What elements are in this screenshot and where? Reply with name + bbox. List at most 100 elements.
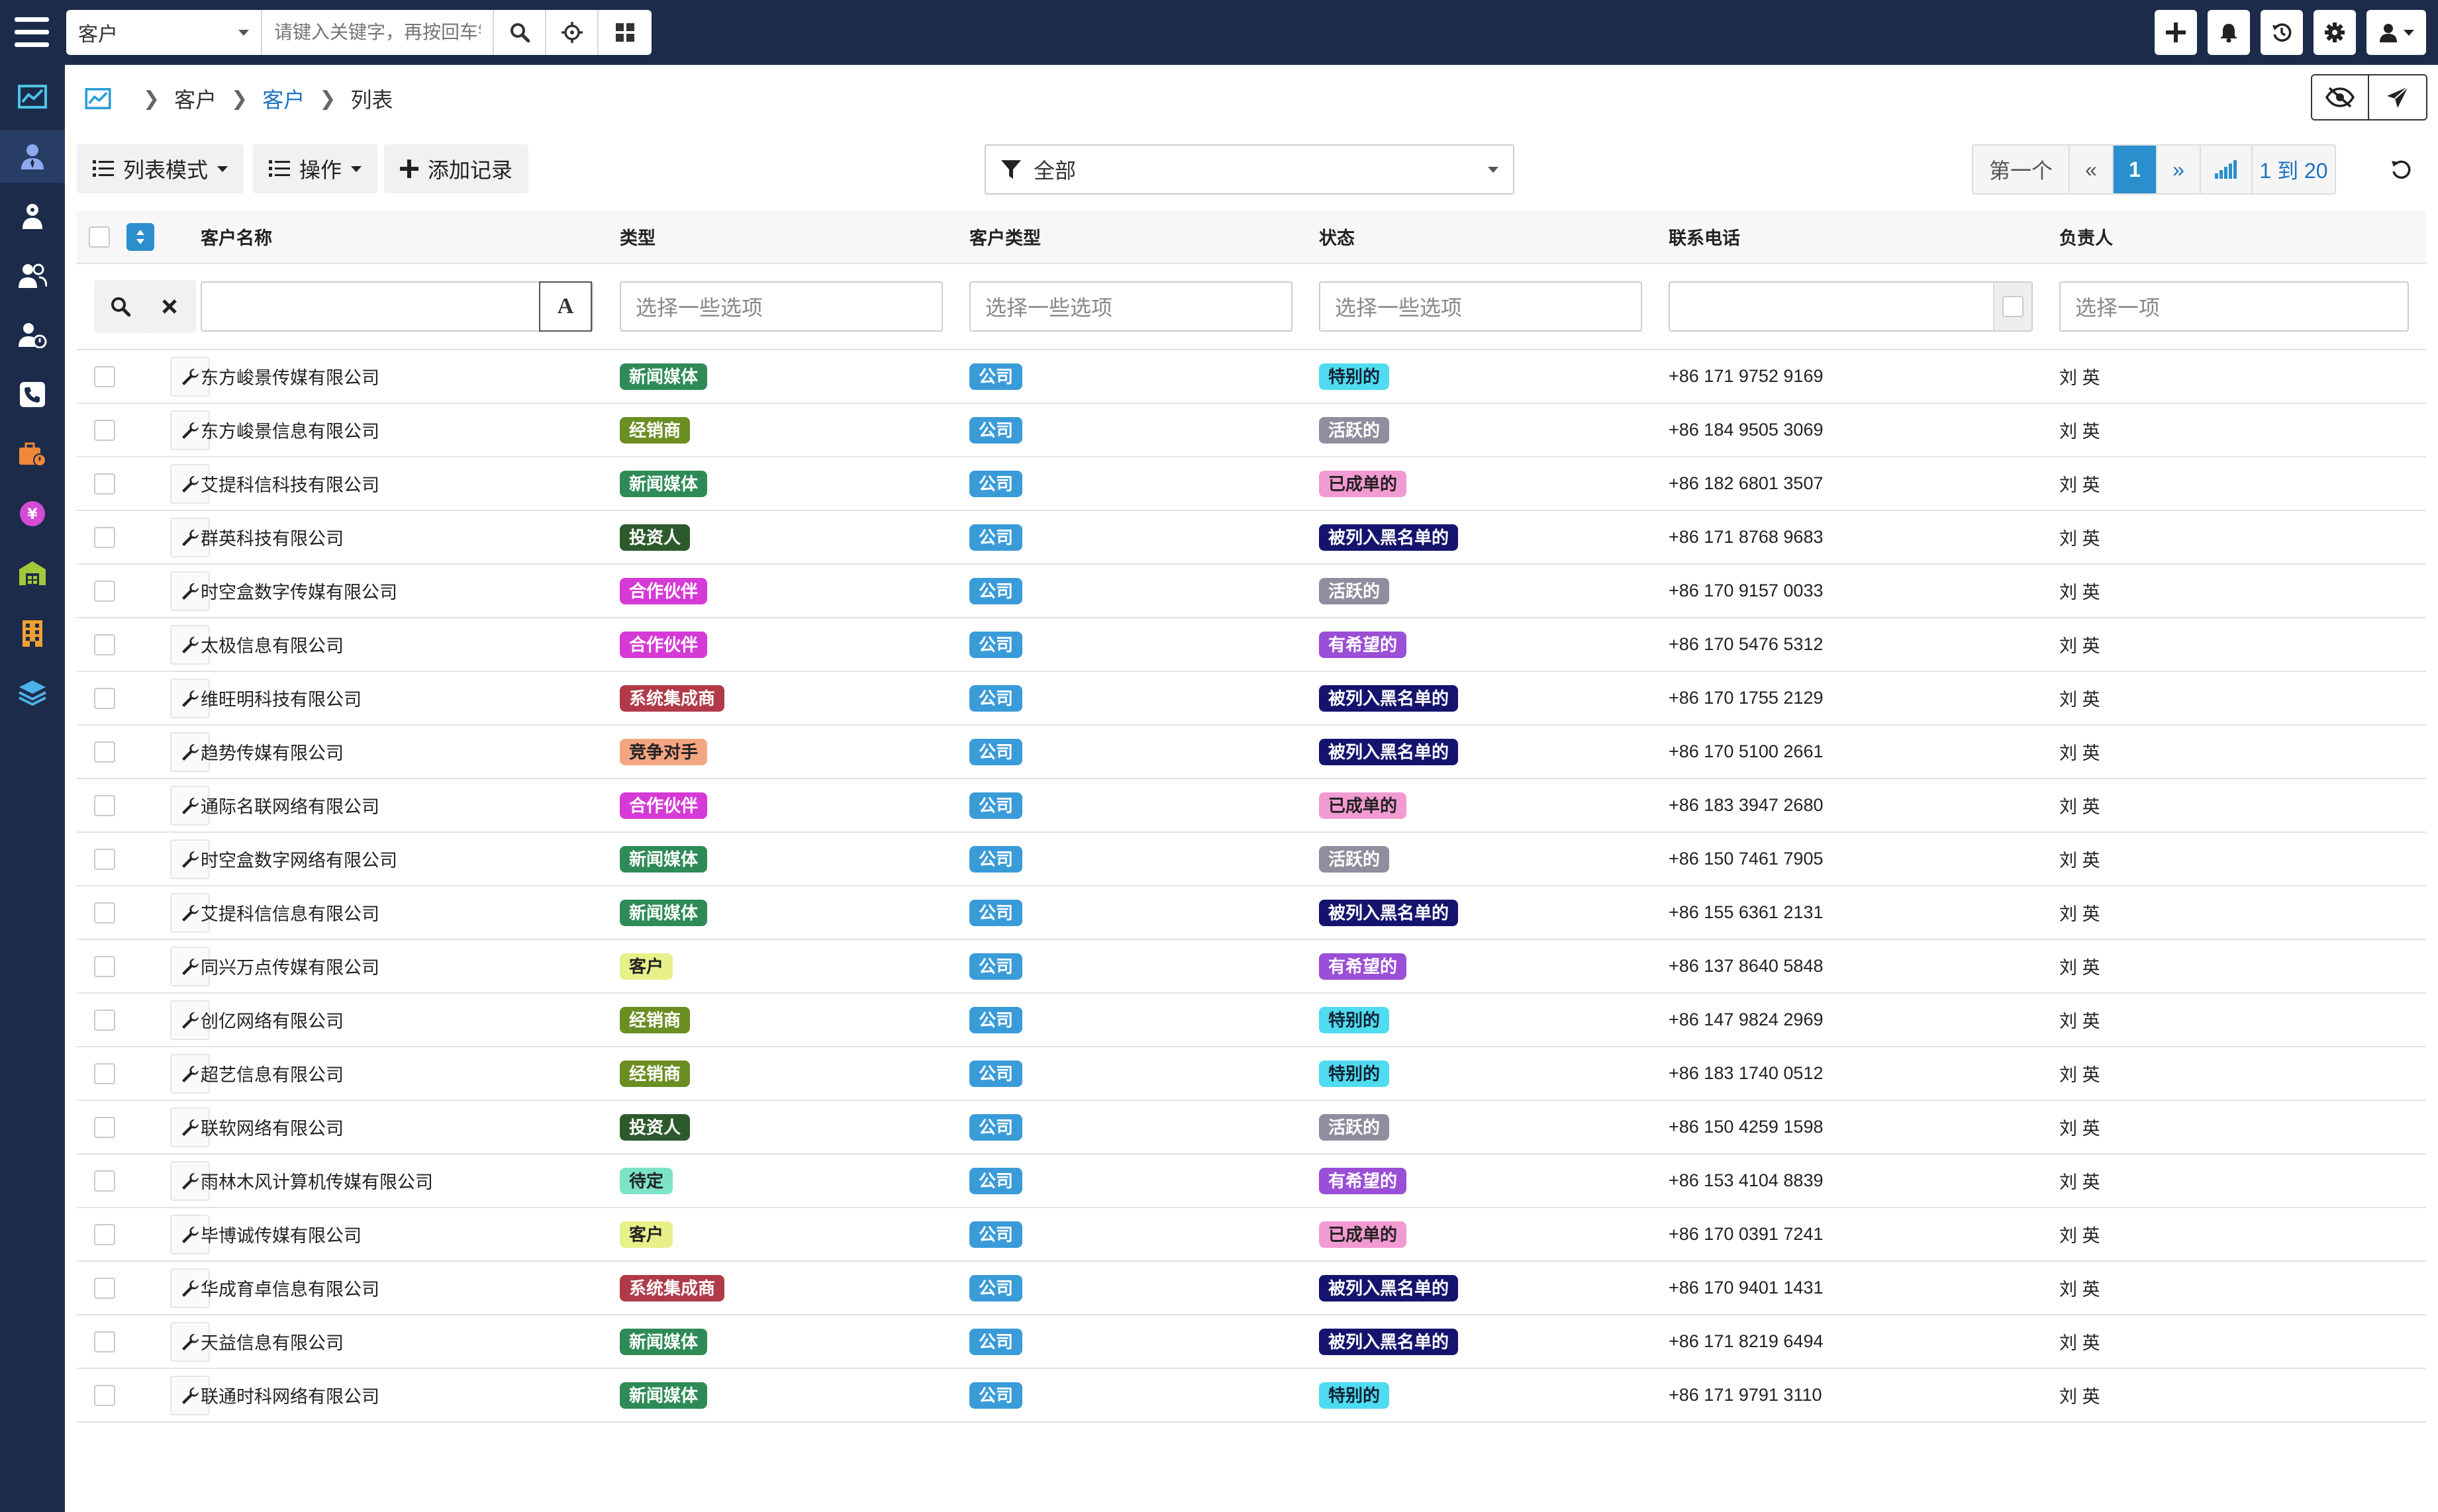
phone-cell[interactable]: +86 170 9157 0033 — [1662, 564, 2053, 618]
customer-name-cell[interactable]: 艾提科信信息有限公司 — [201, 886, 613, 940]
notifications-button[interactable] — [2208, 10, 2250, 55]
sidebar-item-more[interactable] — [0, 666, 65, 719]
add-record-button[interactable]: 添加记录 — [384, 144, 529, 193]
table-row[interactable]: 联软网络有限公司 投资人 公司 活跃的 +86 150 4259 1598 刘 英 — [77, 1100, 2426, 1155]
owner-cell[interactable]: 刘 英 — [2053, 564, 2426, 618]
owner-cell[interactable]: 刘 英 — [2053, 1368, 2426, 1423]
customer-name-cell[interactable]: 时空盒数字传媒有限公司 — [201, 564, 613, 618]
customer-name-cell[interactable]: 艾提科信科技有限公司 — [201, 457, 613, 511]
customer-name-cell[interactable]: 创亿网络有限公司 — [201, 993, 613, 1047]
table-row[interactable]: 艾提科信信息有限公司 新闻媒体 公司 被列入黑名单的 +86 155 6361 2131… — [77, 886, 2426, 940]
table-row[interactable]: 时空盒数字传媒有限公司 合作伙伴 公司 活跃的 +86 170 9157 0033 刘 英 — [77, 564, 2426, 618]
customer-name-cell[interactable]: 维旺明科技有限公司 — [201, 671, 613, 726]
column-header-customer-type[interactable]: 客户类型 — [963, 211, 1312, 264]
phone-cell[interactable]: +86 170 9401 1431 — [1662, 1261, 2053, 1315]
search-input[interactable] — [262, 10, 494, 55]
list-mode-button[interactable]: 列表模式 — [77, 144, 244, 193]
customer-name-cell[interactable]: 趋势传媒有限公司 — [201, 725, 613, 779]
phone-cell[interactable]: +86 153 4104 8839 — [1662, 1154, 2053, 1208]
column-header-status[interactable]: 状态 — [1312, 211, 1662, 264]
user-menu-button[interactable] — [2366, 10, 2426, 55]
column-header-name[interactable]: 客户名称 — [201, 211, 613, 264]
customer-name-cell[interactable]: 雨林木风计算机传媒有限公司 — [201, 1154, 613, 1208]
row-checkbox[interactable] — [94, 419, 115, 441]
row-checkbox[interactable] — [94, 794, 115, 816]
owner-cell[interactable]: 刘 英 — [2053, 403, 2426, 457]
search-button[interactable] — [494, 10, 546, 55]
next-page-button[interactable]: » — [2157, 146, 2201, 193]
sidebar-item-calls[interactable] — [0, 368, 65, 421]
owner-cell[interactable]: 刘 英 — [2053, 1261, 2426, 1315]
customer-name-cell[interactable]: 太极信息有限公司 — [201, 618, 613, 672]
row-checkbox[interactable] — [94, 365, 115, 387]
table-row[interactable]: 联通时科网络有限公司 新闻媒体 公司 特别的 +86 171 9791 3110 刘 英 — [77, 1368, 2426, 1423]
owner-cell[interactable]: 刘 英 — [2053, 939, 2426, 994]
customer-name-cell[interactable]: 时空盒数字网络有限公司 — [201, 832, 613, 886]
table-row[interactable]: 时空盒数字网络有限公司 新闻媒体 公司 活跃的 +86 150 7461 7905 刘 英 — [77, 832, 2426, 886]
sidebar-item-customers[interactable] — [0, 130, 65, 183]
sort-toggle-button[interactable] — [126, 222, 154, 251]
row-checkbox[interactable] — [94, 473, 115, 495]
owner-cell[interactable]: 刘 英 — [2053, 1047, 2426, 1101]
text-case-icon[interactable]: A — [539, 281, 592, 332]
row-checkbox[interactable] — [94, 634, 115, 655]
current-page[interactable]: 1 — [2114, 146, 2157, 193]
search-module-select[interactable]: 客户 — [66, 10, 262, 55]
owner-cell[interactable]: 刘 英 — [2053, 671, 2426, 726]
customer-name-cell[interactable]: 毕博诚传媒有限公司 — [201, 1207, 613, 1262]
customer-name-cell[interactable]: 东方峻景传媒有限公司 — [201, 350, 613, 404]
row-checkbox[interactable] — [94, 580, 115, 602]
phone-cell[interactable]: +86 170 1755 2129 — [1662, 671, 2053, 726]
menu-toggle-icon[interactable] — [15, 17, 49, 48]
row-checkbox[interactable] — [94, 1063, 115, 1084]
first-page-button[interactable]: 第一个 — [1973, 146, 2070, 193]
row-checkbox[interactable] — [94, 1331, 115, 1352]
history-button[interactable] — [2261, 10, 2303, 55]
owner-cell[interactable]: 刘 英 — [2053, 457, 2426, 511]
row-checkbox[interactable] — [94, 1384, 115, 1406]
owner-cell[interactable]: 刘 英 — [2053, 779, 2426, 833]
table-row[interactable]: 东方峻景信息有限公司 经销商 公司 活跃的 +86 184 9505 3069 刘 英 — [77, 403, 2426, 457]
hide-button[interactable] — [2312, 75, 2369, 119]
phone-cell[interactable]: +86 137 8640 5848 — [1662, 939, 2053, 994]
page-size-button[interactable] — [2201, 146, 2253, 193]
phone-cell[interactable]: +86 182 6801 3507 — [1662, 457, 2053, 511]
table-row[interactable]: 东方峻景传媒有限公司 新闻媒体 公司 特别的 +86 171 9752 9169 刘 英 — [77, 350, 2426, 404]
apps-button[interactable] — [599, 10, 651, 55]
table-row[interactable]: 天益信息有限公司 新闻媒体 公司 被列入黑名单的 +86 171 8219 6494 刘 … — [77, 1315, 2426, 1369]
owner-cell[interactable]: 刘 英 — [2053, 1207, 2426, 1262]
phone-filter-toggle[interactable] — [1993, 283, 2031, 330]
owner-cell[interactable]: 刘 英 — [2053, 886, 2426, 940]
customer-name-cell[interactable]: 联通时科网络有限公司 — [201, 1368, 613, 1423]
table-row[interactable]: 超艺信息有限公司 经销商 公司 特别的 +86 183 1740 0512 刘 英 — [77, 1047, 2426, 1101]
prev-page-button[interactable]: « — [2070, 146, 2114, 193]
phone-cell[interactable]: +86 183 3947 2680 — [1662, 779, 2053, 833]
table-row[interactable]: 趋势传媒有限公司 竞争对手 公司 被列入黑名单的 +86 170 5100 2661 刘 … — [77, 725, 2426, 779]
table-row[interactable]: 通际名联网络有限公司 合作伙伴 公司 已成单的 +86 183 3947 2680 刘 英 — [77, 779, 2426, 833]
breadcrumb-module[interactable]: 客户 — [174, 88, 217, 112]
row-checkbox[interactable] — [94, 902, 115, 923]
table-row[interactable]: 群英科技有限公司 投资人 公司 被列入黑名单的 +86 171 8768 9683 刘 英 — [77, 510, 2426, 565]
phone-filter-input[interactable] — [1669, 281, 2033, 332]
phone-cell[interactable]: +86 183 1740 0512 — [1662, 1047, 2053, 1101]
table-row[interactable]: 华成育卓信息有限公司 系统集成商 公司 被列入黑名单的 +86 170 9401 143… — [77, 1261, 2426, 1315]
quick-create-button[interactable] — [2155, 10, 2197, 55]
row-checkbox[interactable] — [94, 1223, 115, 1245]
phone-cell[interactable]: +86 155 6361 2131 — [1662, 886, 2053, 940]
settings-button[interactable] — [2314, 10, 2356, 55]
customer-name-cell[interactable]: 同兴万点传媒有限公司 — [201, 939, 613, 994]
row-checkbox[interactable] — [94, 1170, 115, 1192]
phone-cell[interactable]: +86 170 5476 5312 — [1662, 618, 2053, 672]
owner-cell[interactable]: 刘 英 — [2053, 350, 2426, 404]
phone-cell[interactable]: +86 171 9791 3110 — [1662, 1368, 2053, 1423]
owner-cell[interactable]: 刘 英 — [2053, 1100, 2426, 1155]
phone-cell[interactable]: +86 147 9824 2969 — [1662, 993, 2053, 1047]
owner-cell[interactable]: 刘 英 — [2053, 1154, 2426, 1208]
row-checkbox[interactable] — [94, 526, 115, 548]
customer-name-cell[interactable]: 群英科技有限公司 — [201, 510, 613, 565]
table-row[interactable]: 创亿网络有限公司 经销商 公司 特别的 +86 147 9824 2969 刘 英 — [77, 993, 2426, 1047]
row-checkbox[interactable] — [94, 955, 115, 977]
sidebar-item-accounts[interactable] — [0, 308, 65, 361]
table-row[interactable]: 维旺明科技有限公司 系统集成商 公司 被列入黑名单的 +86 170 1755 2129… — [77, 671, 2426, 726]
owner-cell[interactable]: 刘 英 — [2053, 1315, 2426, 1369]
